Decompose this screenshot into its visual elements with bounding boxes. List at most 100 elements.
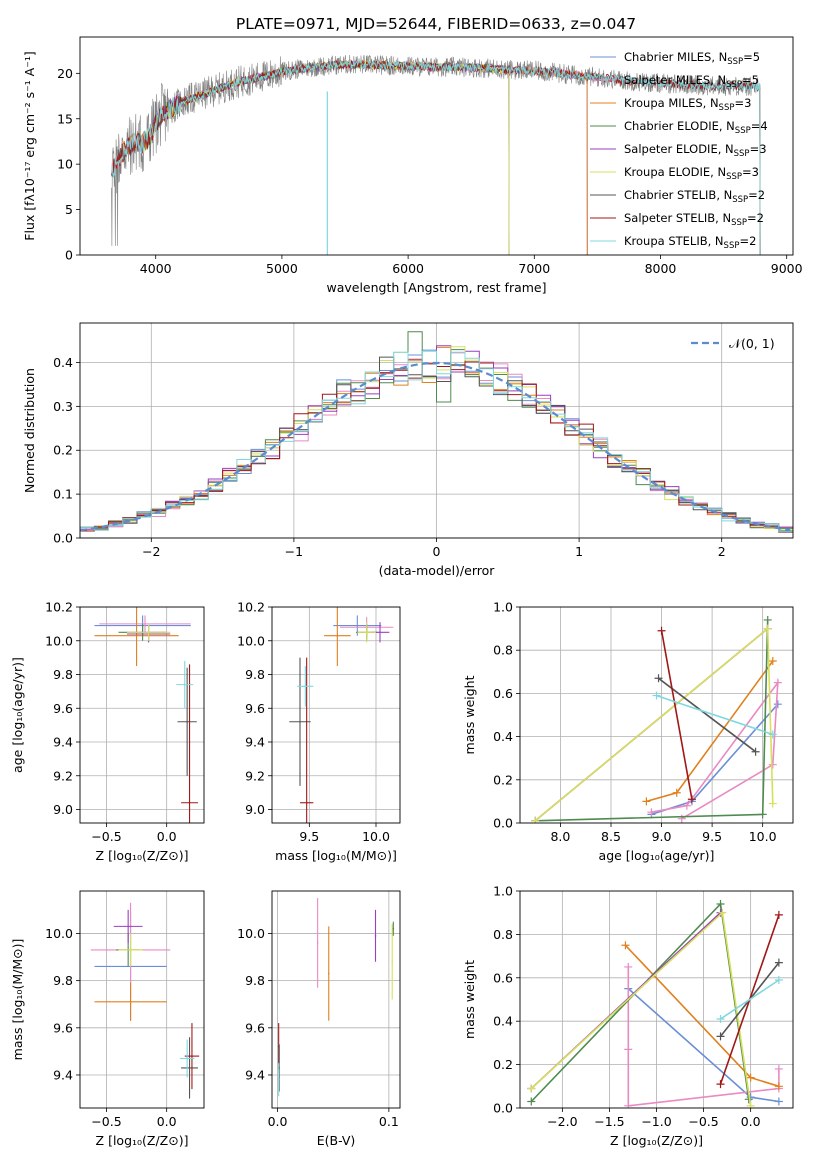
data-point-5 <box>147 631 150 634</box>
x-tick-label-1: 5000 <box>266 261 298 276</box>
y-tick-label-1: 9.6 <box>53 1020 73 1035</box>
weight-marker-6-1 <box>774 958 783 967</box>
y-tick-label-3: 0.3 <box>53 399 73 414</box>
x-tick-label-5: 9000 <box>771 261 803 276</box>
y-tick-label-3: 9.6 <box>53 701 73 716</box>
x-tick-label-4: 2 <box>718 544 726 559</box>
weight-marker-8-1 <box>768 730 777 739</box>
x-tick-label-0: 8.0 <box>550 829 570 844</box>
y-axis-label: mass [log₁₀(M/M⊙)] <box>10 939 25 1061</box>
data-point-2 <box>135 634 138 637</box>
plot-area-mass_vs_EBV <box>272 891 400 1108</box>
plot-area-weight_vs_Z <box>520 891 793 1108</box>
legend-label-main: Kroupa MILES, N <box>624 96 719 110</box>
y-axis-label: mass weight <box>462 960 477 1039</box>
data-point-4 <box>379 631 381 634</box>
panel-residuals: −2 −1 0 1 2 0.0 0.1 0.2 0.3 0.4 (data-model)/error… <box>22 322 794 578</box>
y-tick-label-2: 0.4 <box>493 1014 513 1029</box>
x-axis-label: E(B-V) <box>317 1133 356 1148</box>
legend-label-4: Salpeter ELODIE, NSSP=3 <box>624 142 767 159</box>
legend-label-main: Salpeter MILES, N <box>624 73 726 87</box>
weight-marker-3-2 <box>763 615 772 624</box>
weight-marker-2-0 <box>642 797 651 806</box>
weight-marker-0-2 <box>774 1097 783 1106</box>
legend-label-7: Salpeter STELIB, NSSP=2 <box>624 211 764 228</box>
axes-frame-weight_vs_Z <box>519 890 794 1109</box>
x-tick-label-4: 0.0 <box>741 1114 761 1129</box>
histogram-kroupa-stelib <box>80 350 793 538</box>
model-line-kroupa-miles <box>111 59 588 255</box>
x-tick-label-2: 0 <box>433 544 441 559</box>
panel-weight_vs_Z: −2.0 −1.5 −1.0 −0.5 0.0 0.0 0.2 0.4 0.6 0.8 1.0 Z [… <box>462 884 794 1148</box>
y-tick-label-4: 20 <box>57 66 73 81</box>
weight-marker-1-1 <box>624 1045 633 1054</box>
legend-label-subscript: SSP <box>726 172 742 182</box>
data-point-6 <box>188 1067 191 1069</box>
plot-area-mass_vs_Z <box>80 891 204 1108</box>
y-tick-label-5: 10.0 <box>237 633 265 648</box>
legend-label-end: =2 <box>739 234 756 248</box>
y-axis-label: Normed distribution <box>22 368 37 493</box>
weight-marker-1-2 <box>773 678 782 687</box>
legend-label-1: Salpeter MILES, NSSP=5 <box>624 73 759 90</box>
plot-area-spectrum <box>111 54 761 255</box>
y-tick-label-2: 9.8 <box>245 973 265 988</box>
data-point-6 <box>299 720 301 723</box>
x-tick-label-0: 0.0 <box>268 1114 288 1129</box>
x-tick-label-0: −0.5 <box>91 829 121 844</box>
x-tick-label-0: −2.0 <box>547 1114 577 1129</box>
axes-frame-spectrum <box>79 36 794 256</box>
x-tick-label-0: −2 <box>142 544 160 559</box>
weight-marker-5-2 <box>746 1101 755 1108</box>
weight-marker-1-4 <box>774 1064 783 1073</box>
data-point-1 <box>327 972 330 975</box>
weight-marker-8-0 <box>716 1015 725 1024</box>
y-tick-label-5: 1.0 <box>493 600 513 615</box>
legend-label-subscript: SSP <box>735 126 751 136</box>
legend-label-gaussian: 𝒩(0, 1) <box>729 336 775 351</box>
x-axis-label: age [log₁₀(age/yr)] <box>599 848 715 863</box>
legend-label-2: Kroupa MILES, NSSP=3 <box>624 96 751 113</box>
data-point-5 <box>365 631 368 634</box>
x-tick-label-1: 0.1 <box>379 1114 399 1129</box>
weight-line-kroupa-stelib <box>720 979 780 1020</box>
weight-marker-2-2 <box>774 1082 783 1091</box>
data-point-0 <box>316 942 319 944</box>
y-axis-label: mass weight <box>462 675 477 754</box>
x-axis-label: mass [log₁₀(M/M⊙)] <box>275 848 397 863</box>
weight-line-kroupa-elodie <box>534 626 774 822</box>
weight-marker-8-0 <box>652 691 661 700</box>
y-tick-label-3: 10.0 <box>45 926 73 941</box>
x-tick-label-3: 9.5 <box>702 829 722 844</box>
y-tick-label-4: 0.8 <box>493 927 513 942</box>
data-point-3 <box>391 960 394 963</box>
x-tick-label-4: 10.0 <box>749 829 777 844</box>
weight-line-salpeter-miles <box>651 679 779 820</box>
weight-marker-6-0 <box>716 1032 725 1041</box>
data-point-7 <box>188 801 191 804</box>
y-tick-label-0: 0.0 <box>493 816 513 831</box>
y-tick-label-2: 10 <box>57 157 73 172</box>
panel-weight_vs_age: 8.0 8.5 9.0 9.5 10.0 0.0 0.2 0.4 0.6 0.8 1.0 age [l… <box>462 600 794 863</box>
legend-label-end: =2 <box>748 188 765 202</box>
y-tick-label-0: 0.0 <box>493 1101 513 1116</box>
y-tick-label-5: 10.0 <box>45 633 73 648</box>
axes-frame-mass_vs_Z <box>79 890 205 1109</box>
weight-marker-2-1 <box>746 1073 755 1082</box>
legend-label-end: =4 <box>751 119 768 133</box>
weight-marker-6-1 <box>751 747 760 756</box>
plot-area-age_vs_Z <box>80 607 204 823</box>
legend-label-subscript: SSP <box>724 241 740 251</box>
data-point-1 <box>144 623 146 625</box>
panel-mass_vs_EBV: 0.0 0.1 9.4 9.6 9.8 10.0 E(B-V) <box>237 890 401 1148</box>
x-tick-label-3: −0.5 <box>688 1114 718 1129</box>
x-tick-label-0: 4000 <box>140 261 172 276</box>
x-tick-label-2: 6000 <box>392 261 424 276</box>
weight-marker-1-2 <box>624 1101 633 1108</box>
plot-area-age_vs_mass <box>272 607 400 823</box>
weight-line-kroupa-stelib <box>656 694 774 736</box>
plot-area-residuals <box>80 323 793 538</box>
x-tick-label-2: 9.0 <box>652 829 672 844</box>
